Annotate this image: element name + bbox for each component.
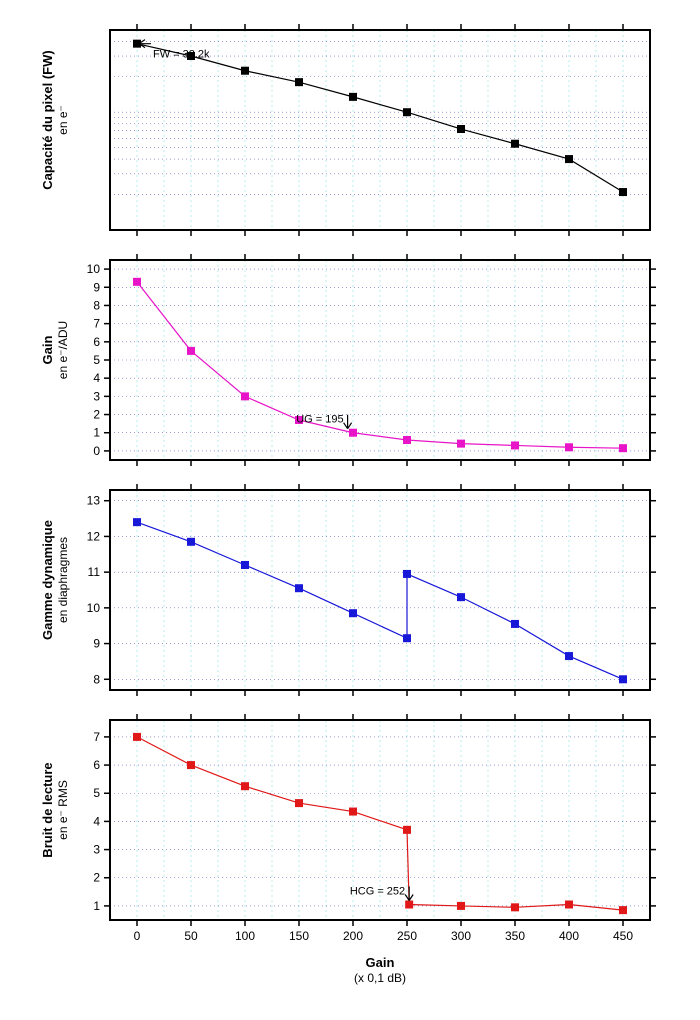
svg-text:0: 0 [93,444,100,458]
svg-text:50: 50 [184,929,198,943]
svg-text:10: 10 [87,601,101,615]
svg-text:10: 10 [87,262,101,276]
svg-text:7: 7 [93,730,100,744]
svg-text:1: 1 [93,426,100,440]
svg-text:6: 6 [93,335,100,349]
svg-text:2: 2 [93,871,100,885]
svg-text:3: 3 [93,843,100,857]
svg-text:150: 150 [289,929,309,943]
svg-text:5: 5 [93,353,100,367]
ylabel-dyn: Gamme dynamiqueen diaphragmes [40,480,70,680]
svg-text:UG = 195: UG = 195 [296,414,343,426]
svg-text:350: 350 [505,929,525,943]
svg-text:200: 200 [343,929,363,943]
svg-text:11: 11 [88,565,101,579]
svg-text:8: 8 [93,672,100,686]
svg-text:3: 3 [93,389,100,403]
svg-text:1: 1 [93,899,100,913]
svg-text:13: 13 [87,494,101,508]
svg-text:HCG = 252: HCG = 252 [350,886,405,898]
svg-text:9: 9 [93,280,100,294]
svg-text:12: 12 [87,529,101,543]
svg-text:450: 450 [613,929,633,943]
svg-text:300: 300 [451,929,471,943]
svg-text:5: 5 [93,786,100,800]
svg-text:8: 8 [93,298,100,312]
svg-text:250: 250 [397,929,417,943]
xlabel: Gain(x 0,1 dB) [110,955,650,985]
svg-text:FW = 38.2k: FW = 38.2k [153,49,210,61]
ylabel-gain: Gainen e⁻/ADU [40,250,70,450]
svg-text:7: 7 [93,317,100,331]
svg-text:4: 4 [93,814,100,828]
svg-text:100: 100 [235,929,255,943]
svg-text:2: 2 [93,408,100,422]
svg-text:6: 6 [93,758,100,772]
svg-text:400: 400 [559,929,579,943]
svg-text:0: 0 [134,929,141,943]
svg-text:4: 4 [93,371,100,385]
ylabel-readnoise: Bruit de lectureen e⁻ RMS [40,710,70,910]
svg-text:9: 9 [93,637,100,651]
ylabel-fw: Capacité du pixel (FW)en e⁻ [40,20,70,220]
